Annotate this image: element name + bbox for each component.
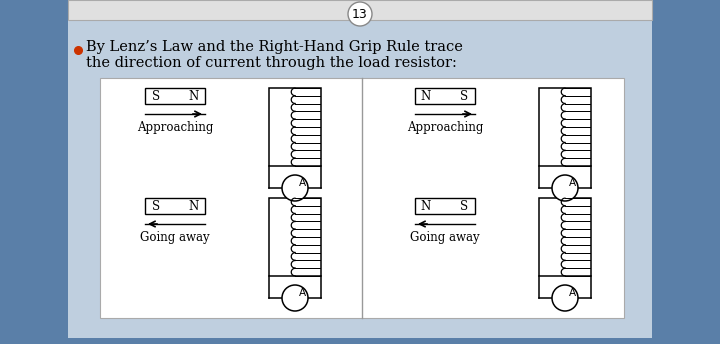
Text: A: A [298,288,305,298]
Text: S: S [460,200,468,213]
Text: A: A [568,288,575,298]
Bar [415,88,475,104]
Bar [539,88,591,166]
Circle shape [552,175,578,201]
Text: S: S [152,89,160,103]
Bar [145,88,205,104]
Circle shape [552,285,578,311]
Bar [68,20,652,338]
Circle shape [348,2,372,26]
Text: the direction of current through the load resistor:: the direction of current through the loa… [86,56,457,70]
Text: Approaching: Approaching [407,121,483,135]
Bar [68,0,652,20]
Text: N: N [189,89,199,103]
Text: Going away: Going away [140,232,210,245]
Text: Approaching: Approaching [137,121,213,135]
Text: S: S [460,89,468,103]
Text: N: N [421,200,431,213]
Text: 13: 13 [352,8,368,21]
Circle shape [282,175,308,201]
Bar [100,78,624,318]
Bar [539,198,591,276]
Bar [145,198,205,214]
Text: By Lenz’s Law and the Right-Hand Grip Rule trace: By Lenz’s Law and the Right-Hand Grip Ru… [86,40,463,54]
Text: S: S [152,200,160,213]
Text: N: N [421,89,431,103]
Text: A: A [298,178,305,188]
Bar [415,198,475,214]
Text: A: A [568,178,575,188]
Circle shape [282,285,308,311]
Text: Going away: Going away [410,232,480,245]
Bar [269,88,321,166]
Bar [269,198,321,276]
Text: N: N [189,200,199,213]
